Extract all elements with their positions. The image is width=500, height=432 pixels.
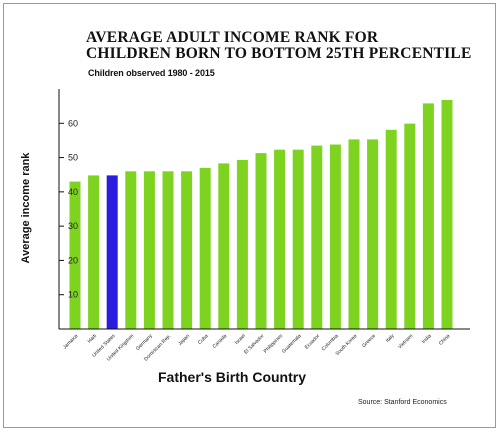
bar <box>88 175 100 329</box>
x-category-label: Italy <box>385 333 396 344</box>
y-tick-label: 20 <box>68 255 78 265</box>
bar <box>441 99 453 329</box>
bar <box>329 144 341 329</box>
y-tick-label: 30 <box>68 221 78 231</box>
x-category-label: Cuba <box>197 333 210 346</box>
bar <box>292 149 304 329</box>
bar <box>367 139 379 329</box>
y-tick-label: 40 <box>68 187 78 197</box>
bar <box>385 129 397 329</box>
x-category-label: Greece <box>361 333 377 349</box>
bar <box>274 149 286 329</box>
bar <box>236 159 248 329</box>
x-category-label: China <box>438 333 452 347</box>
x-category-label: Vietnam <box>397 333 414 350</box>
bar <box>422 103 434 330</box>
y-tick-label: 50 <box>68 153 78 163</box>
bar <box>125 171 137 329</box>
y-tick-label: 60 <box>68 118 78 128</box>
x-category-label: Israel <box>234 333 247 346</box>
x-axis-label: Father's Birth Country <box>158 369 307 385</box>
source-note: Source: Stanford Economics <box>358 399 447 406</box>
bar <box>106 175 118 329</box>
x-category-label: Ecuador <box>304 333 322 351</box>
bar <box>404 123 416 329</box>
x-category-label: Canada <box>212 333 229 350</box>
y-ticks-group: 10 20 30 40 50 60 <box>59 118 78 300</box>
x-category-label: Japan <box>177 333 191 347</box>
x-category-label: El Salvador <box>243 333 266 356</box>
bar <box>199 167 211 329</box>
bar <box>255 153 267 329</box>
x-category-label: India <box>421 333 433 345</box>
y-tick-label: 10 <box>68 290 78 300</box>
chart-title: AVERAGE ADULT INCOME RANK FOR CHILDREN B… <box>86 29 472 62</box>
chart-subtitle: Children observed 1980 - 2015 <box>88 68 215 78</box>
bar <box>143 171 155 329</box>
x-category-label: Guatemala <box>281 333 303 355</box>
x-category-label: Jamaica <box>62 333 80 351</box>
bar <box>218 163 230 329</box>
bar <box>69 181 81 329</box>
bar <box>162 171 174 329</box>
bar <box>181 171 193 329</box>
x-category-label: Haiti <box>87 333 98 344</box>
bars-group <box>69 99 453 330</box>
bar <box>311 145 323 329</box>
bar <box>348 139 360 329</box>
